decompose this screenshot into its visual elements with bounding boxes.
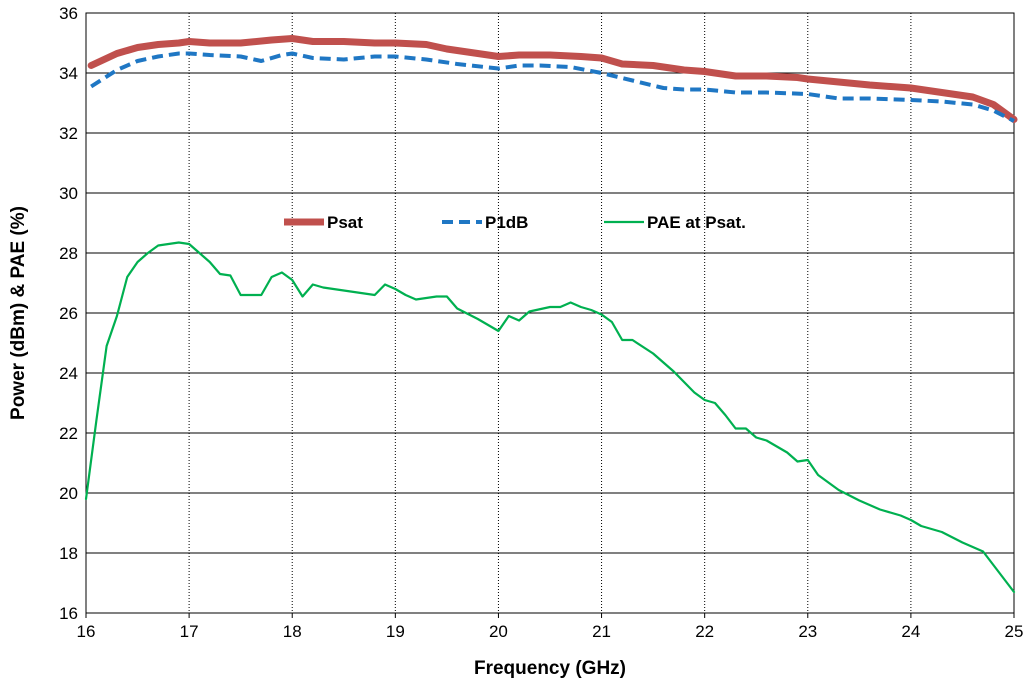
x-tick-label: 25 bbox=[1005, 622, 1024, 641]
y-tick-label: 18 bbox=[59, 544, 78, 563]
x-tick-label: 24 bbox=[901, 622, 920, 641]
x-tick-label: 23 bbox=[798, 622, 817, 641]
plot-border bbox=[85, 12, 1015, 614]
legend-label: P1dB bbox=[485, 213, 528, 232]
y-tick-label: 20 bbox=[59, 484, 78, 503]
legend-label: PAE at Psat. bbox=[647, 213, 746, 232]
series-line-psat bbox=[87, 35, 1018, 123]
x-tick-label: 22 bbox=[695, 622, 714, 641]
y-tick-label: 24 bbox=[59, 364, 78, 383]
y-tick-label: 22 bbox=[59, 424, 78, 443]
series-lines bbox=[84, 35, 1018, 594]
x-tick-label: 18 bbox=[283, 622, 302, 641]
x-axis-title: Frequency (GHz) bbox=[474, 658, 626, 679]
y-tick-label: 26 bbox=[59, 304, 78, 323]
y-tick-label: 30 bbox=[59, 184, 78, 203]
x-tick-label: 19 bbox=[386, 622, 405, 641]
legend-label: Psat bbox=[327, 213, 363, 232]
y-axis-title: Power (dBm) & PAE (%) bbox=[8, 206, 29, 420]
y-tick-label: 28 bbox=[59, 244, 78, 263]
y-tick-label: 34 bbox=[59, 64, 78, 83]
y-tick-label: 36 bbox=[59, 4, 78, 23]
x-tick-label: 17 bbox=[180, 622, 199, 641]
legend: Psat P1dB PAE at Psat. bbox=[284, 213, 746, 232]
y-tick-label: 16 bbox=[59, 604, 78, 623]
series-line-pae-at-psat bbox=[84, 241, 1016, 594]
series-line-p1db bbox=[90, 51, 1015, 123]
x-tick-label: 20 bbox=[489, 622, 508, 641]
axes: 16 18 20 22 24 26 28 30 32 34 36 16 17 18 19 20 21 22 23 24… bbox=[59, 4, 1023, 641]
grid-lines bbox=[86, 13, 1014, 613]
x-tick-label: 16 bbox=[77, 622, 96, 641]
y-tick-label: 32 bbox=[59, 124, 78, 143]
x-tick-label: 21 bbox=[592, 622, 611, 641]
